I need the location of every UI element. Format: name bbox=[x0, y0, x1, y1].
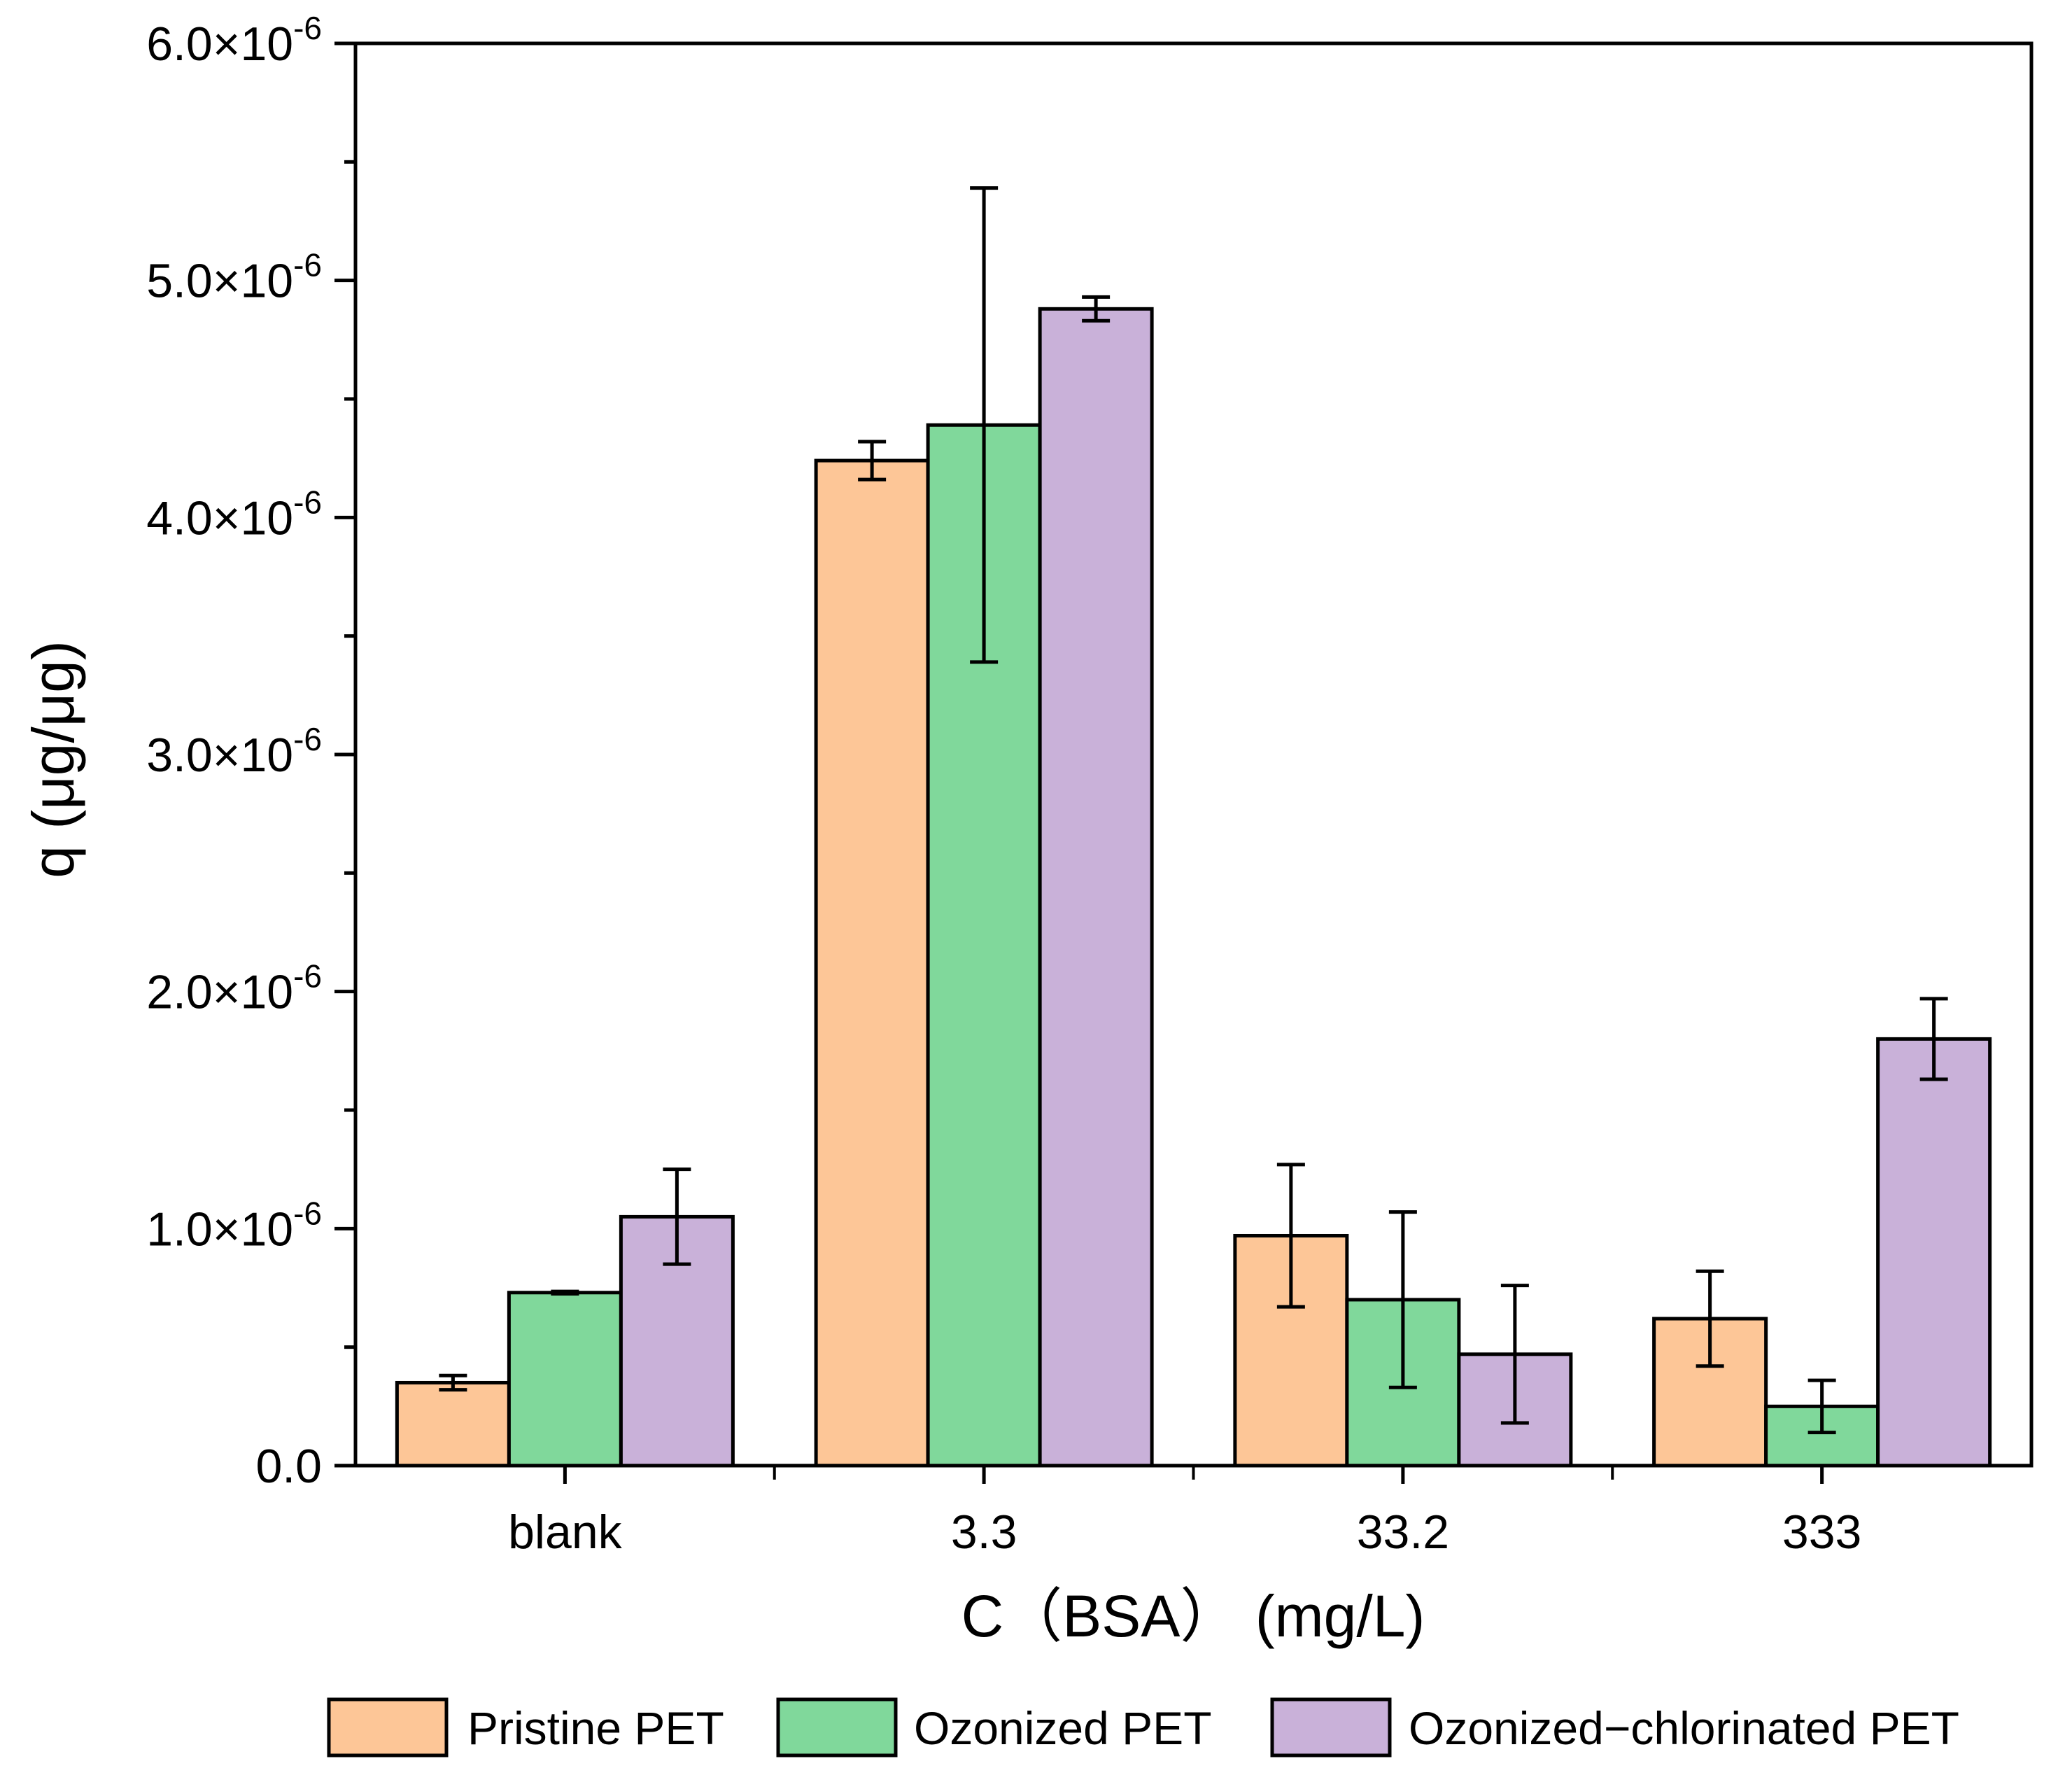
legend: Pristine PET Ozonized PET Ozonized−chlorin… bbox=[327, 1697, 1959, 1758]
axes-layer bbox=[334, 41, 2034, 1484]
x-tick-label: 33.2 bbox=[1357, 1506, 1449, 1559]
bar-pristine-pet-blank bbox=[395, 1380, 511, 1468]
y-tick-label: 3.0×10-6 bbox=[146, 721, 322, 782]
y-axis-title: q (μg/μg) bbox=[20, 640, 86, 878]
labels-layer: blank 3.3 33.2 333 0.0 1.0×10-6 2.0×10-6 3.0×10… bbox=[146, 10, 1861, 1559]
legend-swatch-ozonized-chlorinated-pet bbox=[1270, 1697, 1392, 1758]
bar-ozonized-chlorinated-pet-333 bbox=[1876, 1037, 1992, 1468]
plot-frame bbox=[353, 41, 2034, 1468]
bars-layer bbox=[395, 307, 1992, 1468]
bar-ozonized-chlorinated-pet-3-3 bbox=[1038, 307, 1154, 1468]
y-tick-label: 2.0×10-6 bbox=[146, 958, 322, 1019]
legend-label: Pristine PET bbox=[467, 1702, 724, 1754]
y-tick-label: 6.0×10-6 bbox=[146, 10, 322, 71]
y-tick-label: 4.0×10-6 bbox=[146, 484, 322, 545]
x-tick-label: 3.3 bbox=[951, 1506, 1017, 1559]
bar-pristine-pet-3-3 bbox=[814, 458, 930, 1468]
y-tick-label: 1.0×10-6 bbox=[146, 1195, 322, 1256]
x-axis-title: C（BSA） (mg/L) bbox=[961, 1583, 1425, 1649]
legend-swatch-pristine-pet bbox=[327, 1697, 449, 1758]
y-tick-label: 0.0 bbox=[255, 1440, 322, 1493]
legend-label: Ozonized−chlorinated PET bbox=[1409, 1702, 1959, 1754]
x-tick-label: blank bbox=[508, 1506, 623, 1559]
legend-swatch-ozonized-pet bbox=[776, 1697, 898, 1758]
legend-label: Ozonized PET bbox=[914, 1702, 1212, 1754]
x-tick-label: 333 bbox=[1782, 1506, 1861, 1559]
y-tick-label: 5.0×10-6 bbox=[146, 247, 322, 308]
error-bars-layer bbox=[439, 186, 1948, 1435]
bar-ozonized-pet-blank bbox=[507, 1291, 623, 1468]
